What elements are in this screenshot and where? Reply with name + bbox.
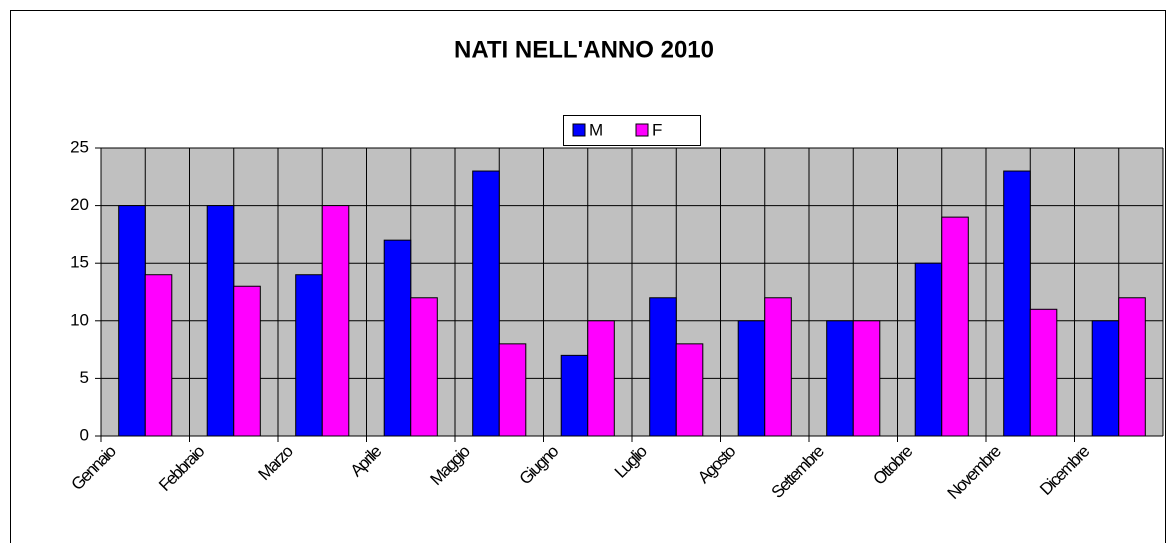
bar (383, 239, 412, 437)
bar (295, 274, 323, 437)
bar (1029, 308, 1058, 437)
bar (764, 297, 792, 437)
bar (914, 262, 943, 437)
bar (826, 320, 854, 437)
legend-label: M (589, 120, 603, 139)
bar (410, 297, 438, 437)
bar (649, 297, 677, 437)
legend-swatch (635, 123, 649, 137)
y-tick-label: 0 (80, 425, 89, 444)
bar (587, 320, 615, 437)
legend-box (563, 115, 701, 146)
bar (144, 274, 173, 437)
bar (675, 343, 704, 437)
legend-swatch (572, 123, 586, 137)
y-tick-label: 25 (70, 137, 89, 156)
bar (1118, 297, 1146, 437)
bar (118, 205, 146, 437)
bar (321, 205, 350, 437)
bar (560, 354, 589, 437)
bar (1003, 170, 1031, 437)
bar (737, 320, 766, 437)
bar (498, 343, 527, 437)
y-tick-label: 5 (80, 368, 89, 387)
bar (941, 216, 969, 437)
bar (233, 285, 261, 437)
bar (852, 320, 881, 437)
bar (472, 170, 500, 437)
y-tick-label: 10 (70, 310, 89, 329)
bar (1091, 320, 1120, 437)
chart-title: NATI NELL'ANNO 2010 (454, 36, 714, 63)
y-tick-label: 15 (70, 253, 89, 272)
bar (206, 205, 235, 437)
legend-label: F (652, 120, 662, 139)
y-tick-label: 20 (70, 195, 89, 214)
